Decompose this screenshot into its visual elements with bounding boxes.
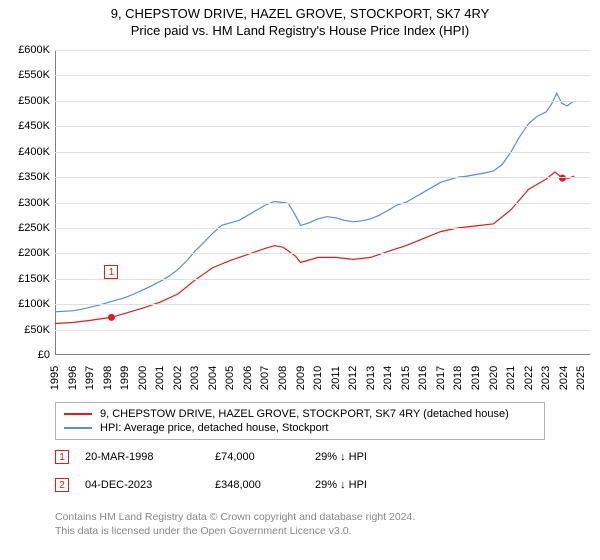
gridline — [55, 279, 590, 280]
x-tick-label: 2021 — [505, 366, 517, 390]
sale-marker-icon: 1 — [55, 450, 69, 464]
x-tick-label: 2010 — [312, 366, 324, 390]
sale-date: 20-MAR-1998 — [85, 451, 215, 463]
plot-area: 12 — [55, 50, 590, 355]
x-tick-label: 1996 — [67, 366, 79, 390]
x-tick-label: 2007 — [259, 366, 271, 390]
legend: 9, CHEPSTOW DRIVE, HAZEL GROVE, STOCKPOR… — [55, 402, 545, 440]
x-tick-label: 2012 — [347, 366, 359, 390]
x-tick-label: 2002 — [172, 366, 184, 390]
gridline — [55, 203, 590, 204]
footer-attribution: Contains HM Land Registry data © Crown c… — [55, 510, 575, 538]
x-tick-label: 1999 — [119, 366, 131, 390]
x-tick-label: 2014 — [382, 366, 394, 390]
y-tick-label: £250K — [0, 222, 50, 234]
legend-item: 9, CHEPSTOW DRIVE, HAZEL GROVE, STOCKPOR… — [64, 407, 536, 421]
y-tick-label: £150K — [0, 273, 50, 285]
gridline — [55, 304, 590, 305]
x-tick-label: 2024 — [558, 366, 570, 390]
sale-marker-icon: 2 — [55, 478, 69, 492]
x-tick-label: 2023 — [540, 366, 552, 390]
sale-price: £74,000 — [215, 451, 315, 463]
x-tick-label: 2008 — [277, 366, 289, 390]
sale-date: 04-DEC-2023 — [85, 479, 215, 491]
y-tick-label: £50K — [0, 324, 50, 336]
x-tick-label: 2005 — [224, 366, 236, 390]
gridline — [55, 152, 590, 153]
gridline — [55, 75, 590, 76]
x-tick-label: 1997 — [84, 366, 96, 390]
gridline — [55, 126, 590, 127]
y-tick-label: £0 — [0, 349, 50, 361]
legend-item: HPI: Average price, detached house, Stoc… — [64, 421, 536, 435]
y-tick-label: £600K — [0, 44, 50, 56]
y-tick-label: £450K — [0, 120, 50, 132]
footer-line1: Contains HM Land Registry data © Crown c… — [55, 510, 575, 524]
gridline — [55, 253, 590, 254]
x-tick-label: 2004 — [207, 366, 219, 390]
legend-swatch — [64, 427, 92, 429]
gridline — [55, 228, 590, 229]
x-tick-label: 2006 — [242, 366, 254, 390]
legend-swatch — [64, 413, 92, 415]
y-tick-label: £550K — [0, 69, 50, 81]
x-tick-label: 2015 — [400, 366, 412, 390]
chart-area: £0 £50K £100K £150K £200K £250K £300K £350K £400… — [0, 50, 600, 390]
x-tick-label: 2000 — [137, 366, 149, 390]
sale-hpi: 29% ↓ HPI — [315, 451, 435, 463]
gridline — [55, 330, 590, 331]
gridline — [55, 177, 590, 178]
sale-row: 2 04-DEC-2023 £348,000 29% ↓ HPI — [55, 478, 575, 492]
x-tick-label: 2016 — [417, 366, 429, 390]
x-tick-label: 2013 — [365, 366, 377, 390]
y-tick-label: £400K — [0, 146, 50, 158]
x-tick-label: 1995 — [49, 366, 61, 390]
y-tick-label: £200K — [0, 247, 50, 259]
x-tick-label: 2020 — [488, 366, 500, 390]
gridline — [55, 101, 590, 102]
x-tick-label: 2017 — [435, 366, 447, 390]
y-tick-label: £350K — [0, 171, 50, 183]
x-tick-label: 2018 — [452, 366, 464, 390]
chart-title-address: 9, CHEPSTOW DRIVE, HAZEL GROVE, STOCKPOR… — [0, 0, 600, 21]
sale-row: 1 20-MAR-1998 £74,000 29% ↓ HPI — [55, 450, 575, 464]
x-tick-label: 2001 — [154, 366, 166, 390]
legend-label: HPI: Average price, detached house, Stoc… — [100, 422, 329, 434]
x-tick-label: 1998 — [102, 366, 114, 390]
y-tick-label: £500K — [0, 95, 50, 107]
x-tick-label: 2011 — [330, 366, 342, 390]
chart-container: 9, CHEPSTOW DRIVE, HAZEL GROVE, STOCKPOR… — [0, 0, 600, 560]
chart-sale-marker: 1 — [104, 265, 118, 279]
sale-price: £348,000 — [215, 479, 315, 491]
x-tick-label: 2003 — [189, 366, 201, 390]
x-tick-label: 2019 — [470, 366, 482, 390]
y-tick-label: £100K — [0, 298, 50, 310]
sale-hpi: 29% ↓ HPI — [315, 479, 435, 491]
legend-label: 9, CHEPSTOW DRIVE, HAZEL GROVE, STOCKPOR… — [100, 408, 509, 420]
x-tick-label: 2009 — [295, 366, 307, 390]
gridline — [55, 50, 590, 51]
chart-subtitle: Price paid vs. HM Land Registry's House … — [0, 21, 600, 38]
x-tick-label: 2025 — [575, 366, 587, 390]
x-tick-label: 2022 — [523, 366, 535, 390]
footer-line2: This data is licensed under the Open Gov… — [55, 524, 575, 538]
y-tick-label: £300K — [0, 197, 50, 209]
